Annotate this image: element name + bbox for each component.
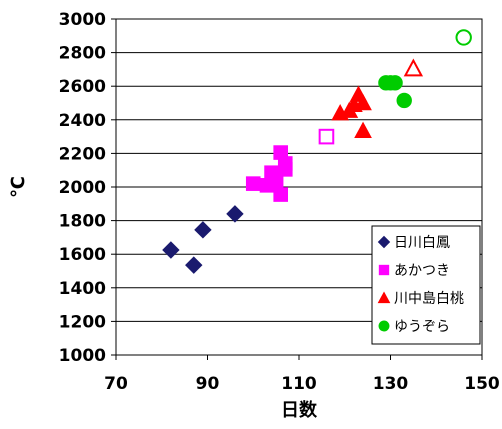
x-tick-label: 110 xyxy=(281,374,317,394)
x-tick-label: 150 xyxy=(464,374,500,394)
square-data-point xyxy=(318,128,335,145)
circle-data-point xyxy=(396,92,412,109)
diamond-data-point xyxy=(194,221,212,239)
x-axis-title: 日数 xyxy=(281,399,318,421)
y-tick-label: 2800 xyxy=(59,44,106,64)
y-tick-label: 2600 xyxy=(59,77,106,97)
legend-label: ゆうぞら xyxy=(394,319,450,335)
y-tick-label: 2000 xyxy=(59,178,106,198)
y-tick-label: 1000 xyxy=(59,346,106,366)
diamond-data-point xyxy=(185,256,203,274)
legend-circle-marker xyxy=(378,320,390,332)
y-tick-label: 1800 xyxy=(59,212,106,232)
diamond-data-point xyxy=(162,241,180,259)
y-tick-label: 2400 xyxy=(59,111,106,131)
data-points xyxy=(162,29,472,274)
axis-ticks: 1000 1200 1400 1600 1800 2000 2200 2400 2600 2800… xyxy=(59,10,500,394)
legend-label: 日川白鳳 xyxy=(394,235,450,251)
square-data-point xyxy=(245,176,261,191)
x-tick-label: 70 xyxy=(104,374,128,394)
triangle-data-point xyxy=(354,93,372,111)
legend-triangle-marker xyxy=(377,291,391,304)
y-tick-label: 3000 xyxy=(59,10,106,30)
y-tick-label: 1400 xyxy=(59,279,106,299)
triangle-data-point xyxy=(403,58,424,77)
legend-square-marker xyxy=(378,264,390,276)
square-data-point xyxy=(268,172,284,188)
square-data-point xyxy=(273,187,288,202)
square-data-point xyxy=(277,162,293,177)
triangle-data-point xyxy=(354,121,372,139)
x-tick-label: 130 xyxy=(373,374,409,394)
grid-lines xyxy=(116,52,482,322)
circle-data-point xyxy=(387,75,403,91)
circle-data-point xyxy=(455,29,472,46)
diamond-data-point xyxy=(226,205,244,223)
legend-label: あかつき xyxy=(394,263,450,279)
y-axis-title: ℃ xyxy=(8,176,29,198)
legend-diamond-marker xyxy=(377,235,391,249)
x-tick-label: 90 xyxy=(196,374,220,394)
legend-label: 川中島白桃 xyxy=(394,291,464,307)
y-tick-label: 1600 xyxy=(59,245,106,265)
y-tick-label: 1200 xyxy=(59,312,106,332)
legend-box xyxy=(371,225,481,345)
y-tick-label: 2200 xyxy=(59,144,106,164)
